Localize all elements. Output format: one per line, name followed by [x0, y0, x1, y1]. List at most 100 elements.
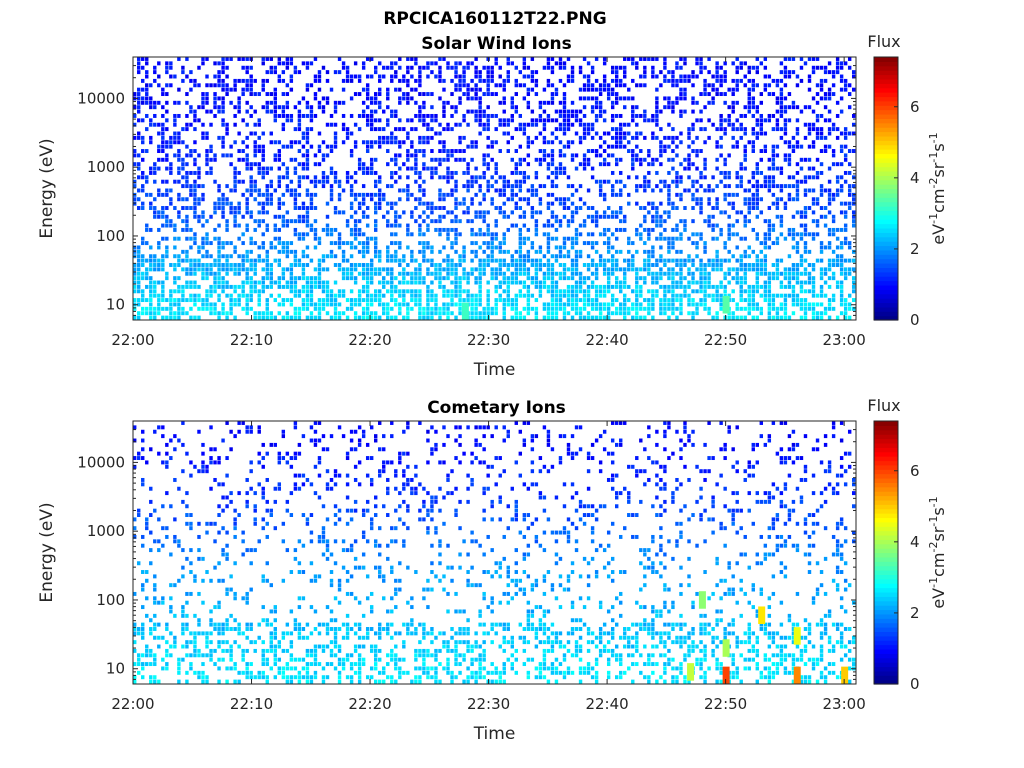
flux-cell [783, 131, 788, 136]
flux-cell [438, 149, 442, 153]
flux-cell [707, 276, 711, 281]
flux-cell [558, 100, 563, 105]
flux-cell [775, 236, 780, 241]
flux-cell [707, 201, 711, 206]
flux-cell [659, 162, 663, 167]
flux-cell [494, 188, 498, 193]
flux-cell [257, 162, 261, 167]
flux-cell [631, 96, 635, 101]
flux-cell [522, 214, 527, 219]
flux-cell [723, 170, 727, 175]
flux-cell [606, 284, 611, 289]
flux-cell [185, 267, 189, 272]
flux-cell [301, 153, 306, 158]
flux-cell [221, 254, 225, 259]
flux-cell [819, 276, 824, 281]
flux-cell [430, 219, 434, 224]
flux-cell [619, 206, 623, 210]
flux-cell [386, 140, 390, 145]
flux-cell [357, 271, 362, 276]
flux-cell [558, 293, 563, 298]
flux-cell [205, 57, 209, 61]
flux-cell [378, 315, 382, 320]
flux-cell [514, 149, 518, 153]
flux-cell [394, 223, 398, 228]
flux-cell [466, 83, 470, 88]
flux-cell [257, 315, 261, 320]
flux-cell [253, 227, 257, 232]
flux-cell [213, 179, 217, 184]
flux-cell [454, 263, 458, 267]
flux-cell [811, 280, 816, 285]
flux-cell [759, 241, 764, 246]
flux-cell [394, 219, 398, 224]
flux-cell [153, 280, 157, 285]
flux-cell [249, 78, 253, 83]
flux-cell [313, 184, 318, 189]
flux-cell [771, 113, 776, 118]
flux-cell [209, 311, 213, 316]
flux-cell [390, 140, 394, 145]
flux-cell [502, 263, 506, 267]
flux-cell [281, 105, 286, 110]
flux-cell [462, 210, 466, 215]
flux-cell [261, 149, 265, 153]
flux-cell [831, 263, 836, 267]
flux-cell [739, 135, 743, 140]
flux-cell [518, 311, 523, 316]
flux-cell [795, 83, 800, 88]
flux-cell [434, 227, 438, 232]
flux-cell [333, 298, 338, 303]
flux-cell [691, 263, 695, 267]
flux-cell [574, 254, 579, 259]
flux-cell [478, 78, 482, 83]
flux-cell [145, 241, 149, 246]
flux-cell [474, 175, 478, 180]
flux-cell [165, 157, 169, 162]
flux-cell [514, 184, 518, 189]
flux-cell [594, 271, 599, 276]
flux-cell [341, 249, 346, 254]
flux-cell [297, 175, 302, 180]
flux-cell [177, 311, 181, 316]
flux-cell [715, 263, 719, 267]
flux-cell [795, 280, 800, 285]
flux-cell [402, 258, 406, 263]
flux-cell [470, 267, 474, 272]
flux-cell [217, 271, 221, 276]
flux-cell [831, 258, 836, 263]
flux-cell [691, 179, 695, 184]
flux-cell [177, 131, 181, 136]
flux-cell [759, 61, 764, 66]
flux-cell [309, 298, 314, 303]
flux-cell [574, 118, 579, 123]
flux-cell [209, 144, 213, 149]
flux-cell [783, 153, 788, 158]
flux-cell [831, 276, 836, 281]
flux-cell [357, 201, 362, 206]
flux-cell [273, 105, 277, 110]
flux-cell [502, 271, 506, 276]
flux-cell [213, 92, 217, 97]
flux-cell [317, 263, 322, 267]
flux-cell [739, 175, 743, 180]
flux-cell [570, 219, 575, 224]
flux-cell [691, 140, 695, 145]
flux-cell [847, 306, 852, 311]
flux-cell [747, 210, 751, 215]
flux-cell [502, 96, 506, 101]
flux-cell [498, 280, 502, 285]
flux-cell [847, 192, 852, 197]
flux-cell [365, 271, 370, 276]
flux-cell [542, 184, 547, 189]
flux-cell [675, 263, 679, 267]
flux-cell [233, 78, 237, 83]
flux-cell [590, 245, 595, 250]
flux-cell [329, 289, 334, 294]
flux-cell [763, 267, 768, 272]
flux-cell [390, 170, 394, 175]
flux-cell [490, 267, 494, 272]
flux-cell [787, 271, 792, 276]
flux-cell [847, 131, 852, 136]
flux-cell [406, 232, 410, 237]
